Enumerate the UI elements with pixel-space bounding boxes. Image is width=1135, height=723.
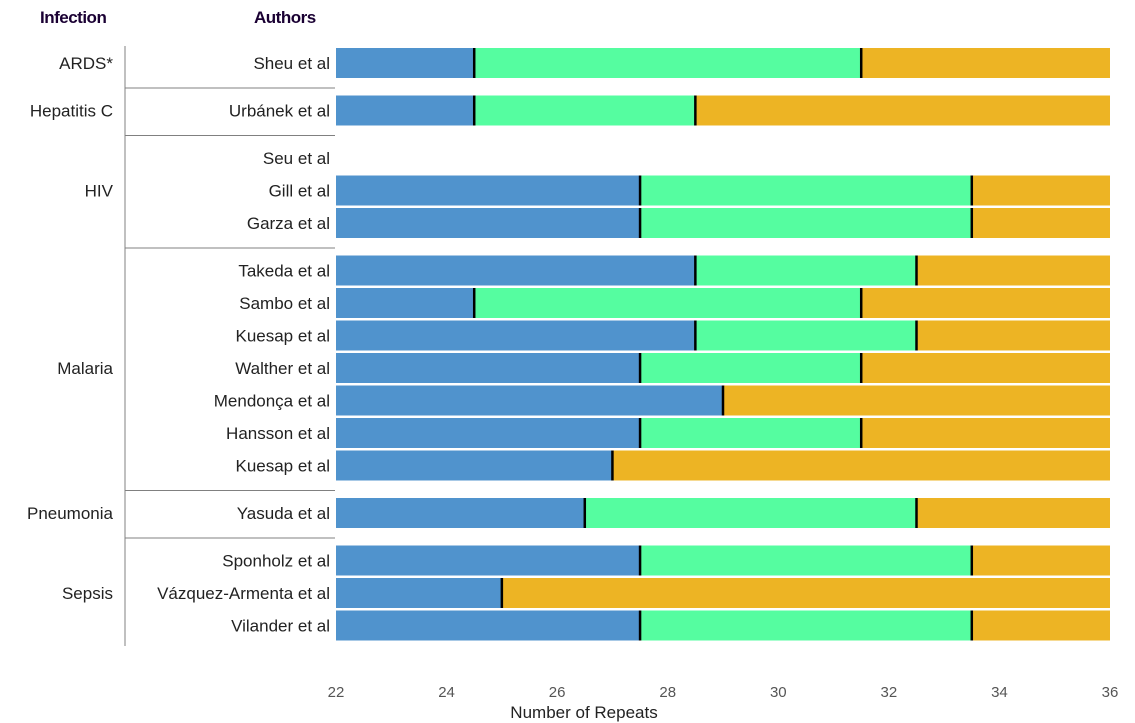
bar-segment-mid (695, 255, 917, 286)
bar-row: Yasuda et al (237, 498, 1110, 528)
bar-segment-high (501, 578, 1110, 608)
bar-segment-low (336, 288, 475, 318)
bar-row: Hansson et al (226, 418, 1110, 448)
bar-segment-low (336, 610, 641, 641)
bar-segment-high (861, 353, 1110, 383)
x-tick-label: 36 (1102, 684, 1119, 701)
author-label: Seu et al (263, 149, 330, 168)
bar-segment-low (336, 353, 641, 383)
author-label: Gill et al (269, 182, 330, 201)
group-label: Malaria (57, 359, 113, 378)
author-label: Urbánek et al (229, 102, 330, 121)
x-tick-label: 26 (549, 684, 566, 701)
author-label: Garza et al (247, 214, 330, 233)
bar-segment-high (971, 610, 1110, 641)
author-label: Takeda et al (238, 262, 330, 281)
bar-segment-low (336, 255, 696, 286)
bar-row: Sambo et al (239, 288, 1110, 318)
bar-segment-high (916, 498, 1110, 528)
bar-segment-high (723, 385, 1110, 416)
bar-row: Urbánek et al (229, 95, 1110, 126)
bar-row: Takeda et al (238, 255, 1110, 286)
author-label: Mendonça et al (214, 392, 330, 411)
bar-segment-low (336, 450, 613, 481)
bar-segment-mid (640, 610, 972, 641)
bar-row: Kuesap et al (235, 320, 1110, 351)
author-label: Kuesap et al (235, 457, 330, 476)
bar-row: Sheu et al (253, 48, 1110, 78)
infection-header: Infection (40, 8, 106, 27)
bar-segment-mid (474, 48, 862, 78)
author-label: Sponholz et al (222, 552, 330, 571)
author-label: Sambo et al (239, 294, 330, 313)
bar-segment-mid (640, 353, 862, 383)
bar-row: Sponholz et al (222, 545, 1110, 576)
author-label: Walther et al (235, 359, 330, 378)
bars: Sheu et al Urbánek et al Seu et al Gill et … (157, 48, 1110, 641)
author-label: Kuesap et al (235, 327, 330, 346)
x-axis: 22 24 26 28 30 32 34 36 (328, 684, 1119, 701)
bar-row: Gill et al (269, 175, 1110, 206)
bar-segment-high (916, 255, 1110, 286)
bar-row: Mendonça et al (214, 385, 1110, 416)
bar-segment-low (336, 208, 641, 238)
x-tick-label: 22 (328, 684, 345, 701)
bar-row: Walther et al (235, 353, 1110, 383)
author-label: Vilander et al (231, 617, 330, 636)
bar-segment-mid (584, 498, 917, 528)
bar-segment-high (861, 418, 1110, 448)
bar-row: Seu et al (263, 149, 330, 168)
bar-segment-high (971, 175, 1110, 206)
bar-segment-mid (640, 175, 972, 206)
group-labels: ARDS* Hepatitis C HIV Malaria Pneumonia Sepsi… (27, 46, 335, 646)
bar-row: Vázquez-Armenta et al (157, 578, 1110, 608)
author-label: Vázquez-Armenta et al (157, 584, 330, 603)
bar-segment-high (861, 48, 1110, 78)
bar-segment-mid (695, 320, 917, 351)
group-label: HIV (85, 182, 114, 201)
author-label: Sheu et al (253, 54, 330, 73)
x-tick-label: 30 (770, 684, 787, 701)
bar-segment-high (612, 450, 1110, 481)
bar-segment-low (336, 320, 696, 351)
bar-segment-high (971, 545, 1110, 576)
bar-segment-low (336, 48, 475, 78)
bar-segment-mid (640, 418, 862, 448)
bar-segment-high (695, 95, 1110, 126)
bar-segment-low (336, 578, 502, 608)
bar-segment-low (336, 545, 641, 576)
bar-segment-low (336, 385, 723, 416)
bar-segment-mid (640, 545, 972, 576)
bar-row: Garza et al (247, 208, 1110, 238)
author-label: Yasuda et al (237, 504, 330, 523)
bar-segment-mid (474, 288, 862, 318)
x-tick-label: 28 (659, 684, 676, 701)
bar-segment-high (971, 208, 1110, 238)
author-label: Hansson et al (226, 424, 330, 443)
bar-row: Vilander et al (231, 610, 1110, 641)
bar-segment-low (336, 498, 585, 528)
bar-segment-low (336, 175, 641, 206)
bar-segment-high (916, 320, 1110, 351)
group-label: ARDS* (59, 54, 113, 73)
bar-segment-mid (474, 95, 696, 126)
bar-segment-low (336, 95, 475, 126)
bar-segment-low (336, 418, 641, 448)
x-axis-title: Number of Repeats (510, 703, 657, 722)
authors-header: Authors (254, 8, 316, 27)
bar-segment-high (861, 288, 1110, 318)
group-label: Sepsis (62, 584, 113, 603)
x-tick-label: 24 (438, 684, 455, 701)
bar-segment-mid (640, 208, 972, 238)
x-tick-label: 32 (881, 684, 898, 701)
group-label: Pneumonia (27, 504, 114, 523)
group-label: Hepatitis C (30, 102, 113, 121)
bar-row: Kuesap et al (235, 450, 1110, 481)
x-tick-label: 34 (991, 684, 1008, 701)
